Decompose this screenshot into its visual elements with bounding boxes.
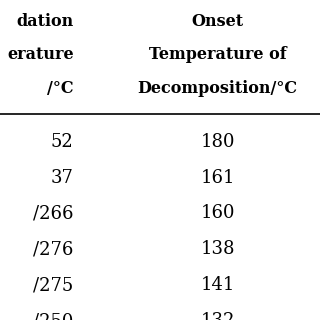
Text: Onset: Onset	[192, 13, 244, 30]
Text: 37: 37	[51, 169, 74, 187]
Text: /266: /266	[33, 204, 74, 222]
Text: 161: 161	[200, 169, 235, 187]
Text: /276: /276	[33, 240, 74, 258]
Text: erature: erature	[7, 46, 74, 63]
Text: 132: 132	[200, 312, 235, 320]
Text: 160: 160	[200, 204, 235, 222]
Text: Decomposition/°C: Decomposition/°C	[138, 80, 298, 97]
Text: Temperature of: Temperature of	[149, 46, 286, 63]
Text: /250: /250	[33, 312, 74, 320]
Text: /275: /275	[33, 276, 74, 294]
Text: 180: 180	[200, 133, 235, 151]
Text: dation: dation	[16, 13, 74, 30]
Text: 52: 52	[51, 133, 74, 151]
Text: 141: 141	[200, 276, 235, 294]
Text: 138: 138	[200, 240, 235, 258]
Text: /°C: /°C	[47, 80, 74, 97]
